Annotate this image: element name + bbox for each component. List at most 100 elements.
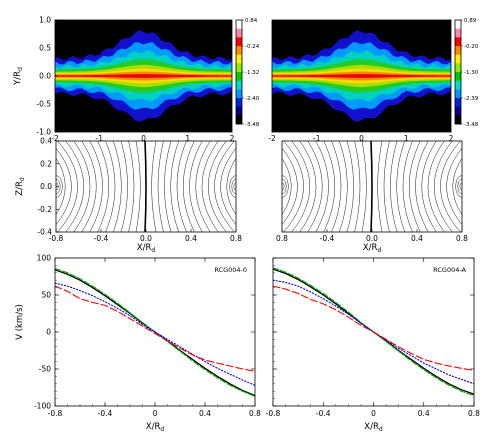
contour-line xyxy=(201,141,219,232)
contour-line xyxy=(282,157,292,216)
contour-line xyxy=(323,141,335,232)
contour-loop xyxy=(455,175,462,198)
contour-line xyxy=(135,141,141,232)
contour-ytick-label: -0.4 xyxy=(37,228,52,237)
colorbar-segment xyxy=(455,115,461,125)
contour-xtick-label: 0.8 xyxy=(456,234,468,243)
density-xtick-label: 2 xyxy=(449,134,454,143)
xtick-label: 0.4 xyxy=(199,409,211,418)
colorbar-label: -2.39 xyxy=(464,96,479,102)
density-xtick-label: -2 xyxy=(51,134,59,143)
density-ytick-label: -1.0 xyxy=(36,128,51,137)
series-group xyxy=(273,267,474,397)
xaxis-label: X/Rd xyxy=(364,422,383,433)
colorbar-segment xyxy=(236,37,242,47)
contour-xtick-label: -0.4 xyxy=(320,234,335,243)
contour-line xyxy=(409,141,421,232)
contour-zero-line xyxy=(144,141,147,232)
density-ytick-label: 0.5 xyxy=(39,44,51,53)
contour-line xyxy=(207,141,227,232)
contour-line xyxy=(151,141,157,232)
contour-line xyxy=(421,141,437,232)
rotation-panel-1: -0.8 -0.4 0 0.4 0.8 RCG004-A X/Rd xyxy=(266,257,480,433)
contour-xtick-label: 0.0 xyxy=(140,234,152,243)
contour-line xyxy=(396,141,406,232)
colorbar-segment xyxy=(236,98,242,107)
colorbar-segment xyxy=(236,46,242,55)
contour-line xyxy=(195,141,211,232)
density-maps: -2 -1 0 1 2 1.0 0.5 0.0 -0.5 -1.0 Y/Rd 0.84 -0.24 -1.… xyxy=(13,16,479,144)
contour-line xyxy=(282,148,298,225)
contour-line xyxy=(377,141,383,232)
density-ytick-label: 0.0 xyxy=(39,72,51,81)
colorbar-segment xyxy=(236,63,242,73)
colorbar-segment xyxy=(455,20,461,29)
contour-line xyxy=(176,141,187,232)
colorbar-segment xyxy=(455,37,461,47)
density-ylabel-sub: d xyxy=(17,67,24,71)
contour-line xyxy=(128,141,135,232)
colorbar-segment xyxy=(455,89,461,99)
contour-line xyxy=(56,157,66,216)
contour-xtick-label: 0.8 xyxy=(230,234,242,243)
contour-xlabel-sub: d xyxy=(377,247,381,254)
colorbar-segment xyxy=(236,115,242,125)
colorbar-label: -0.24 xyxy=(245,44,260,50)
contour-ytick-label: -0.2 xyxy=(37,205,52,214)
density-xtick-label: -1 xyxy=(96,134,104,143)
contour-xtick-label: 0.4 xyxy=(185,234,197,243)
contour-line xyxy=(440,141,461,232)
contour-ytick-label: 0.4 xyxy=(40,137,52,146)
colorbar-label: -2.40 xyxy=(245,96,260,102)
density-ylabel-main: Y/R xyxy=(13,71,23,86)
series-line-dash-green xyxy=(55,267,255,397)
contour-line xyxy=(383,141,390,232)
colorbar-segment xyxy=(236,80,242,90)
contour-line xyxy=(452,157,462,216)
colorbar-segment xyxy=(455,72,461,81)
contour-panel-right: 0.8 -0.4 0.0 0.4 0.8 X/Rd xyxy=(276,140,468,254)
xaxis-label-sub: d xyxy=(379,426,383,433)
contour-line xyxy=(283,141,304,232)
xtick-label: 0 xyxy=(371,409,376,418)
contour-line xyxy=(73,141,91,232)
colorbar-segment xyxy=(455,28,461,38)
series-line-dot-blue xyxy=(273,279,474,385)
contour-ytick-label: 0.2 xyxy=(40,159,52,168)
density-panel-left: -2 -1 0 1 2 1.0 0.5 0.0 -0.5 -1.0 Y/Rd 0.84 -0.24 -1.… xyxy=(13,16,260,144)
contour-line xyxy=(390,141,398,232)
contour-line xyxy=(157,141,164,232)
colorbar-label: -0.20 xyxy=(464,44,479,50)
contour-line xyxy=(433,141,453,232)
colorbar-label: -1.32 xyxy=(245,70,259,76)
density-xtick-label: 0 xyxy=(141,134,146,143)
contour-xlabel-sub: d xyxy=(151,247,155,254)
density-ylabel: Y/Rd xyxy=(13,67,24,86)
contour-xtick-label: -0.8 xyxy=(49,234,64,243)
contour-line xyxy=(81,141,97,232)
ytick-label: 0 xyxy=(46,328,51,337)
rotation-curve-plots: -0.8 -0.4 0 0.4 0.8100500-50-100RCG004-0X/Rd… xyxy=(15,254,480,434)
series-group xyxy=(55,267,255,397)
contour-line xyxy=(446,148,462,225)
contour-ylabel-main: Z/R xyxy=(15,181,25,196)
xtick-label: 0.8 xyxy=(468,409,480,418)
contour-xtick-label: 0.8 xyxy=(276,234,288,243)
colorbar-segment xyxy=(236,89,242,99)
contour-line xyxy=(338,141,348,232)
contour-line xyxy=(105,141,116,232)
series-line-dot-blue xyxy=(55,282,255,386)
xtick-label: -0.8 xyxy=(48,409,63,418)
contour-line xyxy=(226,157,236,216)
colorbar-segment xyxy=(455,98,461,107)
contour-line xyxy=(65,141,85,232)
density-ytick-label: 1.0 xyxy=(39,16,51,25)
density-xtick-label: 1 xyxy=(404,134,409,143)
contour-line xyxy=(57,141,78,232)
contour-loop xyxy=(56,179,61,194)
xaxis-label-main: X/R xyxy=(146,422,161,432)
contour-lines xyxy=(56,141,236,232)
contour-line xyxy=(120,141,128,232)
colorbar-segment xyxy=(455,106,461,116)
contour-xlabel-main: X/R xyxy=(363,243,378,253)
